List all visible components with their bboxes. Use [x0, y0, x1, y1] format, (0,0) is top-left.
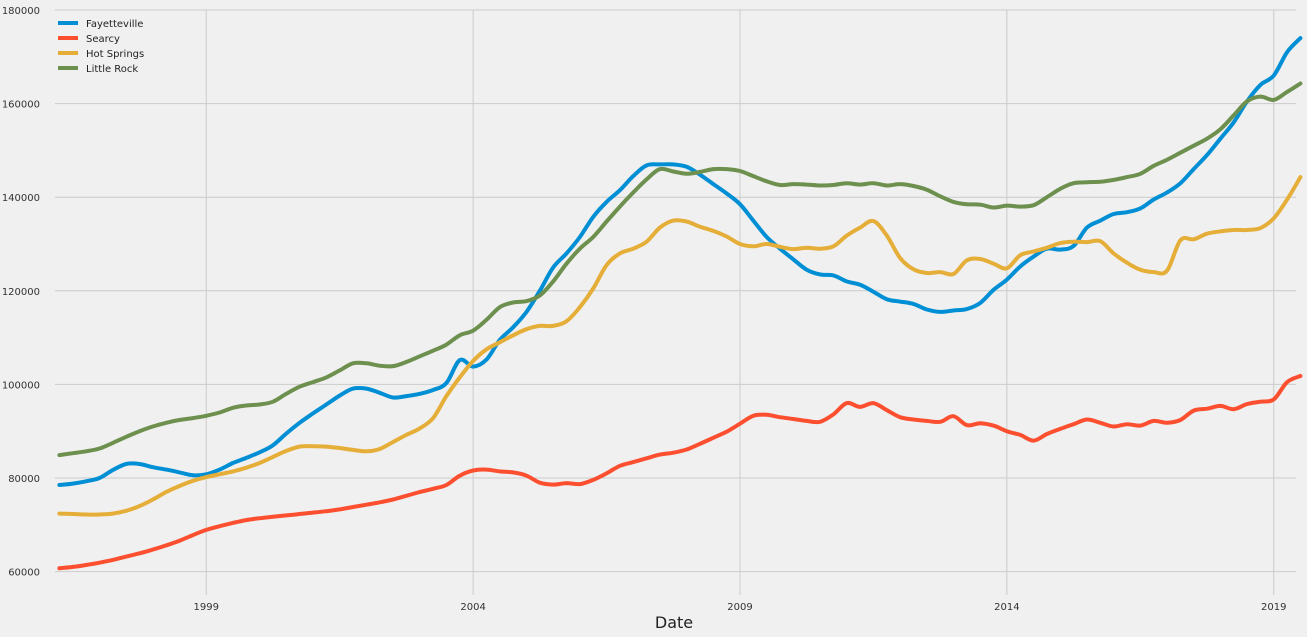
series-line-searcy: [57, 374, 1303, 571]
series-lines: [57, 36, 1303, 571]
x-tick-label: 1999: [194, 602, 219, 613]
series-line-fayetteville: [57, 36, 1303, 487]
series-line-hot-springs: [57, 175, 1303, 517]
x-tick-label: 2019: [1261, 602, 1286, 613]
legend: Fayetteville Searcy Hot Springs Little Rock: [58, 19, 144, 75]
y-axis-ticks: 60000 80000 100000 120000 140000 160000 180000: [2, 6, 40, 579]
y-tick-label: 160000: [2, 100, 40, 111]
y-tick-label: 60000: [8, 568, 40, 579]
y-tick-label: 80000: [8, 474, 40, 485]
grid: [55, 9, 1296, 595]
legend-label-hot-springs: Hot Springs: [86, 49, 144, 60]
y-tick-label: 140000: [2, 193, 40, 204]
x-axis-ticks: 1999 2004 2009 2014 2019: [194, 602, 1287, 613]
y-tick-label: 100000: [2, 380, 40, 391]
x-axis-title: Date: [655, 613, 693, 632]
x-tick-label: 2009: [727, 602, 752, 613]
x-tick-label: 2014: [994, 602, 1019, 613]
legend-label-fayetteville: Fayetteville: [86, 19, 143, 30]
y-tick-label: 120000: [2, 287, 40, 298]
y-tick-label: 180000: [2, 6, 40, 17]
series-line-little-rock: [57, 81, 1303, 458]
x-tick-label: 2004: [460, 602, 485, 613]
legend-label-little-rock: Little Rock: [86, 64, 138, 75]
legend-label-searcy: Searcy: [86, 34, 120, 45]
